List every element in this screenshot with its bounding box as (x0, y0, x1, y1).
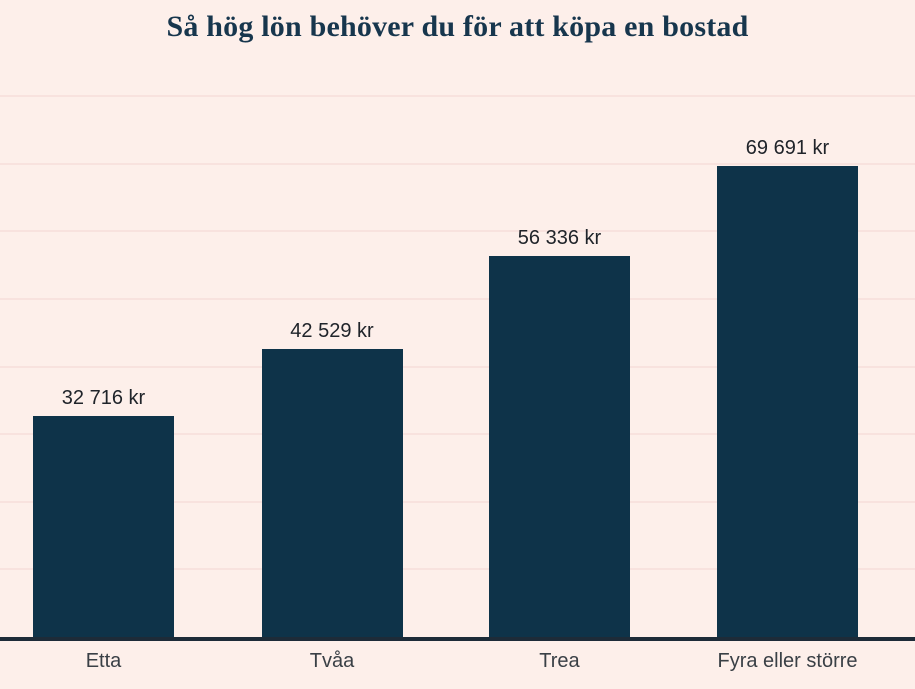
value-label-Fyra eller större: 69 691 kr (745, 136, 830, 159)
gridline-80000 (0, 95, 915, 97)
chart-title: Så hög lön behöver du för att köpa en bo… (166, 10, 749, 43)
gridline-50000 (0, 297, 915, 300)
value-label-Etta: 32 716 kr (61, 386, 146, 409)
category-label-Tvåa: Tvåa (309, 650, 355, 672)
category-label-Fyra eller större: Fyra eller större (717, 650, 858, 672)
bar-Etta (33, 415, 174, 637)
x-axis-baseline (0, 637, 915, 641)
gridline-40000 (0, 365, 915, 368)
bar-Tvåa (261, 349, 403, 637)
value-label-Tvåa: 42 529 kr (290, 320, 374, 343)
gridline-60000 (0, 230, 915, 233)
gridline-30000 (0, 433, 915, 436)
gridline-70000 (0, 162, 915, 165)
category-label-Etta: Etta (85, 650, 122, 672)
bar-Fyra eller större (717, 165, 858, 637)
gridline-10000 (0, 568, 915, 571)
bar-Trea (489, 256, 630, 637)
category-label-Trea: Trea (539, 650, 580, 672)
value-label-Trea: 56 336 kr (517, 227, 602, 250)
gridline-20000 (0, 500, 915, 503)
